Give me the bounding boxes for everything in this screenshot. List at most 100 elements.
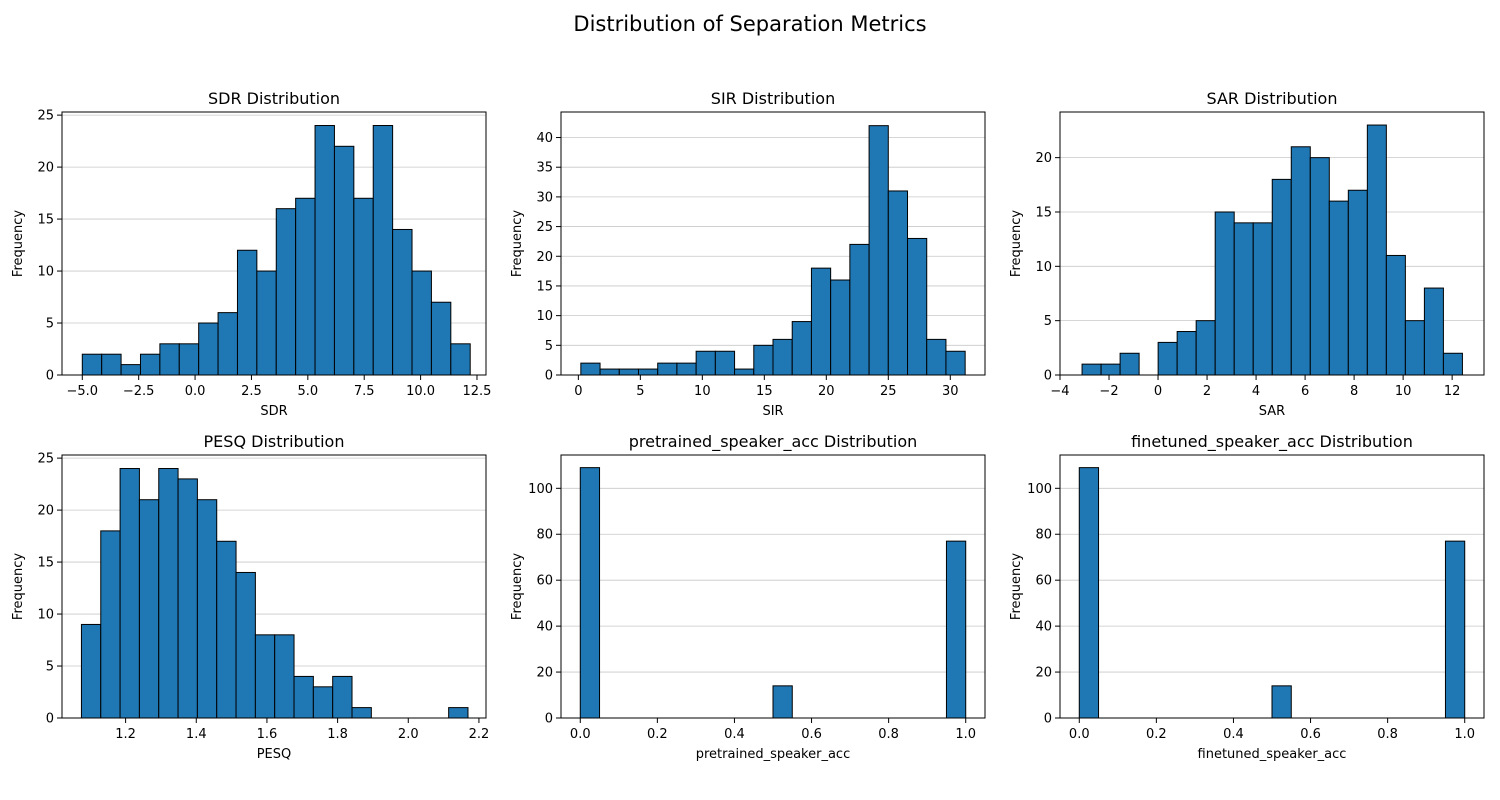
histogram-bar [734,368,755,376]
chart-panel-5: 0.0 0.2 0.4 0.6 0.8 1.0 0 20 40 60 80 100 finetuned_… [1009,432,1485,762]
chart-title: finetuned_speaker_acc Distribution [1131,432,1413,452]
chart-panel-2: −4 −2 0 2 4 6 8 10 12 0 5 10 15 20 SAR Distribution SAR… [1009,89,1485,419]
histogram-bar [196,499,218,719]
x-tick-label: 0.8 [1377,727,1398,742]
histogram-bar [1385,254,1406,376]
y-tick-label: 5 [46,660,54,675]
histogram-bar [887,190,909,376]
histogram-bar [945,540,967,719]
histogram-bar [236,249,258,376]
x-axis-label: SAR [1259,404,1285,419]
chart-title: SAR Distribution [1207,89,1338,108]
y-tick-label: 15 [1035,205,1052,220]
x-tick-label: 0.0 [185,384,206,399]
y-tick-label: 20 [37,161,54,176]
axes-frame [1059,454,1485,719]
y-tick-label: 0 [46,712,54,727]
y-axis-label: Frequency [11,553,26,620]
y-tick-label: 20 [536,250,553,265]
histogram-bar [579,467,601,719]
y-axis-label: Frequency [11,210,26,277]
chart-panel-0: −5.0 −2.5 0.0 2.5 5.0 7.5 10.0 12.5 0 5 10 15 20 25 SD… [11,89,491,419]
y-tick-label: 40 [536,131,553,146]
histogram-bar [256,270,277,376]
histogram-bar [293,675,314,719]
y-tick-label: 10 [1035,260,1052,275]
y-tick-label: 60 [1035,574,1052,589]
histogram-bar [618,368,639,376]
y-tick-label: 15 [37,556,54,571]
axes-frame [1059,111,1485,376]
y-tick-label: 5 [46,317,54,332]
chart-panel-4: 0.0 0.2 0.4 0.6 0.8 1.0 0 20 40 60 80 100 pretrained… [510,432,986,762]
axes-frame [560,111,986,376]
histogram-bar [372,125,394,376]
y-tick-label: 25 [37,109,54,124]
histogram-bar [868,125,889,376]
histogram-bar [450,343,471,376]
histogram-bar [1081,363,1102,376]
x-tick-label: 1.4 [186,727,207,742]
histogram-bar [637,368,659,376]
x-tick-label: 1.6 [257,727,278,742]
x-tick-label: 25 [880,384,897,399]
y-tick-label: 80 [536,528,553,543]
chart-panel-3: 1.2 1.4 1.6 1.8 2.0 2.2 0 5 10 15 20 25 PESQ Distrib… [11,432,489,762]
histogram-bar [216,540,237,719]
histogram-bar [599,368,620,376]
histogram-bar [275,208,297,376]
y-axis-label: Frequency [510,210,525,277]
histogram-bar [158,468,179,719]
x-tick-label: 5.0 [297,384,318,399]
x-tick-label: 20 [818,384,835,399]
x-tick-label: 30 [942,384,959,399]
y-tick-label: 100 [1027,482,1052,497]
x-axis-label: PESQ [257,747,292,762]
histogram-bar [120,364,141,376]
x-tick-label: 10 [1395,384,1412,399]
x-axis-label: SDR [260,404,287,419]
x-axis-label: SIR [762,404,783,419]
y-axis-label: Frequency [1009,553,1024,620]
histogram-bar [695,350,716,376]
y-tick-label: 10 [37,608,54,623]
histogram-bar [448,707,469,719]
histogram-bar [159,343,180,376]
x-axis-label: finetuned_speaker_acc [1198,747,1347,762]
histogram-bar [1404,320,1425,376]
histogram-bar [351,707,372,719]
histogram-bar [411,270,432,376]
x-tick-label: 0 [574,384,582,399]
histogram-bar [580,362,601,376]
histogram-bar [101,353,122,376]
y-tick-label: 20 [536,666,553,681]
histogram-bar [849,243,870,376]
y-tick-label: 5 [545,339,553,354]
y-tick-label: 0 [1044,369,1052,384]
y-tick-label: 25 [37,452,54,467]
histogram-bar [1290,146,1311,376]
chart-title: SIR Distribution [711,89,835,108]
y-tick-label: 60 [536,574,553,589]
y-tick-label: 0 [46,369,54,384]
histogram-bar [312,686,334,719]
y-axis-label: Frequency [1009,210,1024,277]
histogram-bar [353,197,374,376]
x-tick-label: 1.0 [955,727,976,742]
x-tick-label: 0 [1154,384,1162,399]
x-tick-label: 0.6 [1300,727,1321,742]
histogram-bar [1176,331,1197,376]
x-tick-label: 1.8 [327,727,348,742]
histogram-bar [945,350,966,376]
histogram-bar [430,301,452,376]
histogram-bar [274,634,295,719]
histogram-bar [810,267,832,376]
y-tick-label: 20 [1035,666,1052,681]
histogram-bar [1442,352,1463,376]
histogram-bar [791,321,812,376]
histogram-bar [217,312,238,376]
y-tick-label: 25 [536,220,553,235]
x-tick-label: 0.0 [570,727,591,742]
histogram-bar [1271,178,1292,376]
